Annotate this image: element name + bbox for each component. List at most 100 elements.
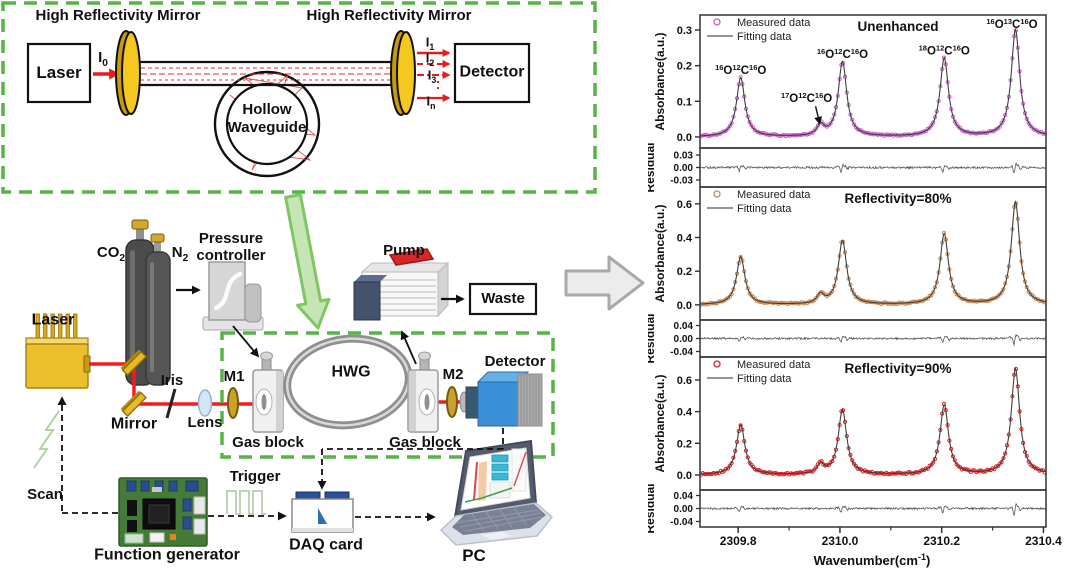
output-beams xyxy=(417,49,451,102)
gas-block-left-device xyxy=(252,351,284,433)
laser-box xyxy=(26,42,92,104)
residual-trace xyxy=(700,502,1046,517)
n2-label: N2 xyxy=(171,244,189,265)
i1-label: I1 xyxy=(425,34,435,53)
pump-device xyxy=(353,248,450,321)
laser-device xyxy=(25,313,91,389)
legend-fitting-label: Fitting data xyxy=(737,31,792,43)
laser-bottom-label: Laser xyxy=(31,311,75,329)
detector-top-label: Detector xyxy=(459,63,525,81)
isotope-label: 16O12C16O xyxy=(817,47,868,61)
function-generator-label: Function generator xyxy=(94,546,240,564)
lens-element xyxy=(197,389,213,417)
detector-bottom-label: Detector xyxy=(484,353,546,371)
absorbance-axis-label: Absorbance(a.u.) xyxy=(653,374,667,472)
setup-diagram xyxy=(1,1,645,547)
n2-cylinder xyxy=(145,233,171,386)
svg-text:0.6: 0.6 xyxy=(677,375,692,387)
hwg-coil xyxy=(283,334,413,430)
legend-measured-label: Measured data xyxy=(737,189,811,201)
laser-pins xyxy=(35,313,78,341)
legend-fitting-label: Fitting data xyxy=(737,373,792,385)
gas-block-right-label: Gas block xyxy=(389,434,461,452)
scan-label: Scan xyxy=(27,486,63,504)
pc-laptop xyxy=(439,439,554,546)
steering-mirror-bottom xyxy=(120,390,148,418)
svg-text:0.0: 0.0 xyxy=(677,470,692,482)
x-tick-label: 2310.0 xyxy=(822,534,859,548)
svg-text:0.03: 0.03 xyxy=(674,151,694,162)
mirror-label: Mirror xyxy=(110,415,158,433)
svg-text:0.00: 0.00 xyxy=(674,334,694,345)
gas-block-right-device xyxy=(407,351,439,433)
absorbance-axis-label: Absorbance(a.u.) xyxy=(653,204,667,302)
i0-label: I0 xyxy=(98,49,108,70)
result-gray-arrow xyxy=(564,255,645,311)
hollow-waveguide-ring xyxy=(213,70,321,178)
legend-measured-marker xyxy=(713,18,721,26)
pump-label: Pump xyxy=(383,242,425,260)
x-tick-label: 2310.4 xyxy=(1025,534,1062,548)
x-axis-title: Wavenumber(cm-1) xyxy=(814,552,931,568)
laser-top-label: Laser xyxy=(36,63,82,83)
controller-to-gasblock-arrow xyxy=(232,325,260,358)
hwg-label: HWG xyxy=(331,363,371,381)
isotope-label: 18O12C16O xyxy=(919,44,970,58)
high-reflectivity-mirror-right xyxy=(390,30,416,116)
spectrum-panel-1: 0.0 0.1 0.2 0.3 0.030.00-0.03 Absorbance(a.u.… xyxy=(648,14,1047,193)
zoom-in-green-arrow xyxy=(284,193,331,330)
measured-data-series xyxy=(700,366,1046,477)
pressure-controller-device xyxy=(202,261,264,331)
fitting-data-series xyxy=(700,200,1046,305)
x-tick-label: 2310.2 xyxy=(923,534,960,548)
svg-text:-0.04: -0.04 xyxy=(670,347,693,358)
legend-measured-label: Measured data xyxy=(737,359,811,371)
i3-label: I3 xyxy=(427,67,437,86)
isotope-label: 17O12C16O xyxy=(781,91,832,105)
detector-box xyxy=(453,42,531,104)
detector-device xyxy=(459,371,543,427)
i2-label: I2 xyxy=(425,50,435,69)
pc-label: PC xyxy=(462,546,486,566)
svg-text:0.3: 0.3 xyxy=(677,25,692,37)
measured-data-series xyxy=(700,201,1046,307)
waste-label: Waste xyxy=(481,290,525,308)
lens-label: Lens xyxy=(187,414,223,432)
high-reflectivity-mirror-left xyxy=(115,30,141,116)
gas-block-left-label: Gas block xyxy=(232,434,304,452)
hollow-label-2: Waveguide xyxy=(227,119,307,137)
function-generator-board xyxy=(118,477,208,547)
isotope-label: 16O12C16O xyxy=(715,63,766,77)
m2-mirror xyxy=(446,386,458,418)
daq-card-label: DAQ card xyxy=(289,536,363,554)
svg-text:0.00: 0.00 xyxy=(674,163,694,174)
waste-box xyxy=(468,282,538,316)
svg-text:0.6: 0.6 xyxy=(677,199,692,211)
hr-mirror-right-label: High Reflectivity Mirror xyxy=(306,7,472,25)
legend-measured-marker xyxy=(713,360,721,368)
residual-trace xyxy=(700,333,1046,347)
hollow-label-1: Hollow xyxy=(242,101,292,119)
svg-text:0.4: 0.4 xyxy=(677,407,693,419)
absorbance-axis-label: Absorbance(a.u.) xyxy=(653,32,667,130)
m1-mirror xyxy=(227,387,239,419)
svg-text:0.2: 0.2 xyxy=(677,266,692,278)
hr-mirror-left-label: High Reflectivity Mirror xyxy=(35,7,201,25)
steering-mirror-top xyxy=(120,349,148,377)
residual-trace xyxy=(700,161,1046,174)
legend-fitting-label: Fitting data xyxy=(737,203,792,215)
m1-label: M1 xyxy=(223,368,245,386)
spectra-charts: 0.00.10.20.30.030.00-0.03Absorbance(a.u.… xyxy=(648,14,1062,568)
spectrum-panel-2: 0.0 0.2 0.4 0.6 0.04 0.00 -0.04 Absorbance(a.u.… xyxy=(648,186,1047,364)
svg-text:-0.04: -0.04 xyxy=(670,517,693,528)
svg-text:0.04: 0.04 xyxy=(674,491,694,502)
isotope-label: 16O13C16O xyxy=(986,17,1037,31)
legend-measured-label: Measured data xyxy=(737,17,811,29)
gasblock-to-pump-arrow xyxy=(400,330,417,365)
legend-measured-marker xyxy=(713,190,721,198)
svg-text:0.0: 0.0 xyxy=(677,300,692,312)
pc-screen-content xyxy=(464,448,527,503)
svg-text:0.2: 0.2 xyxy=(677,438,692,450)
signal-connections xyxy=(57,396,504,522)
pc-keyboard xyxy=(455,507,544,532)
